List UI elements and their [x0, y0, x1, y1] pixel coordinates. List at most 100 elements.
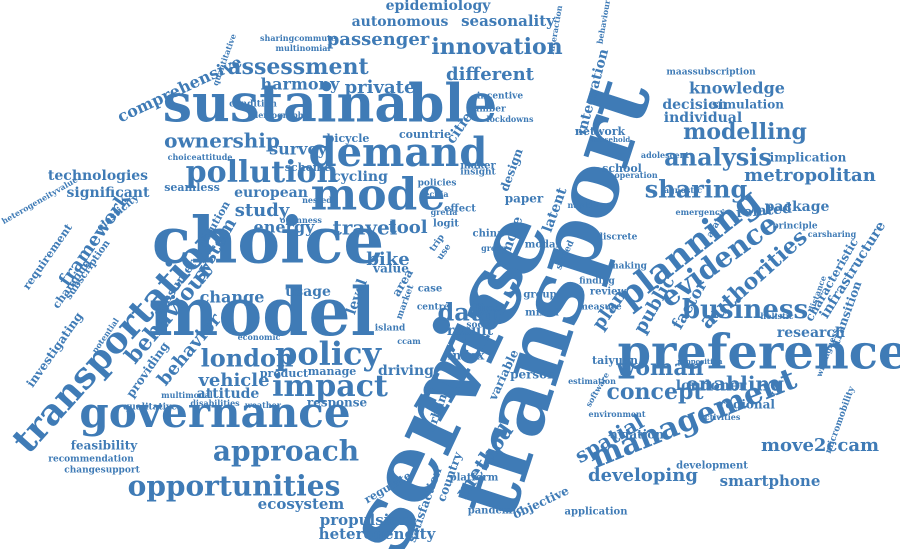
word-condition: condition [229, 100, 277, 110]
word-network: network [575, 125, 626, 138]
word-making: making [609, 262, 648, 272]
word-number: number [466, 105, 506, 115]
word-different: different [446, 64, 535, 85]
word-assessment: assessment [227, 54, 369, 80]
word-epidemiology: epidemiology [386, 0, 492, 14]
word-openness: openness [280, 215, 322, 225]
word-related: related [735, 201, 792, 222]
word-mixed: mixed [525, 308, 559, 319]
word-school: school [602, 162, 642, 175]
word-ccam: ccam [397, 336, 421, 346]
word-gretia: gretia [431, 207, 458, 217]
word-energy: energy [254, 218, 316, 237]
word-multimodal: multimodal [161, 390, 213, 400]
word-impact: impact [272, 369, 388, 404]
word-behavioural: behavioural [594, 0, 613, 45]
word-proposition: proposition [677, 357, 722, 366]
word-survey: survey [269, 140, 328, 159]
word-pandemic: pandemic [468, 506, 523, 517]
word-knowledge: knowledge [689, 79, 785, 98]
word-vehicle: vehicle [197, 370, 269, 391]
word-time: time [475, 304, 500, 315]
word-effect: effect [444, 204, 476, 215]
word-modelling: modelling [683, 119, 807, 145]
word-data: data [438, 298, 497, 327]
word-qualitative: qualitative [123, 403, 177, 413]
word-manage: manage [308, 365, 357, 378]
word-result: result [447, 323, 494, 339]
word-holistic: holistic [760, 311, 793, 321]
word-changesupport: changesupport [64, 466, 140, 476]
word-londoner: londoner [676, 378, 747, 394]
word-cecilia: cecilia [419, 189, 448, 199]
word-response: response [307, 396, 368, 410]
word-business: business [682, 295, 808, 325]
word-economic: economic [238, 332, 281, 342]
word-private: private [345, 77, 416, 98]
word-choiceattitude: choiceattitude [168, 152, 233, 162]
word-cycling: cycling [332, 169, 388, 185]
word-group: group [523, 290, 556, 301]
word-development: development [676, 461, 748, 472]
word-ownership: ownership [164, 129, 280, 153]
word-research: research [777, 325, 845, 341]
word-household: household [590, 135, 631, 144]
word-agnostic: agnostic [664, 185, 702, 195]
word-simulation: simulation [712, 98, 784, 112]
word-sharingcommute: sharingcommute [260, 33, 336, 43]
word-insight: insight [460, 168, 496, 178]
word-choice: choice [152, 204, 384, 279]
word-propulsion: propulsion [320, 511, 411, 529]
word-scheme: scheme [285, 161, 332, 174]
word-recommendation: recommendation [48, 455, 134, 465]
word-disabilities: disabilities [190, 398, 240, 408]
word-index: index [448, 349, 485, 363]
word-european: european [234, 185, 308, 201]
word-taiyuan: taiyuan [592, 354, 638, 367]
word-move2ccam: move2ccam [761, 435, 879, 456]
word-seasonality: seasonality [461, 12, 556, 30]
word-multinomial: multinomial [276, 43, 331, 53]
word-study: study [235, 200, 290, 221]
word-social: social [466, 321, 496, 331]
word-bike: bike [366, 249, 409, 270]
word-island: island [375, 324, 406, 334]
word-ecosystem: ecosystem [258, 495, 345, 513]
word-operation: operation [614, 170, 657, 180]
word-green: green [481, 243, 507, 253]
word-mode: mode [311, 170, 446, 221]
word-package: package [765, 199, 830, 215]
word-attitude: attitude [197, 386, 260, 402]
word-approach: approach [213, 435, 359, 468]
word-woman: woman [615, 355, 703, 381]
word-incentive: incentive [477, 92, 524, 102]
word-bicycle: bicycle [327, 132, 370, 145]
word-individual: individual [664, 110, 742, 126]
word-policy: policy [275, 335, 383, 373]
word-demand: demand [309, 129, 488, 176]
word-finding: finding [579, 277, 615, 287]
word-concept: concept [606, 379, 704, 405]
word-harmony: harmony [261, 75, 341, 94]
word-autonomous: autonomous [352, 14, 449, 30]
word-platform: platform [450, 473, 499, 484]
word-seamless: seamless [164, 181, 220, 194]
word-countrie: countrie [399, 128, 451, 141]
word-environment: environment [588, 409, 645, 419]
word-enabling: enabling [686, 372, 784, 396]
word-technologies: technologies [48, 168, 148, 184]
word-review: review [590, 287, 627, 298]
word-tool: tool [388, 217, 427, 238]
word-usage: usage [285, 284, 331, 300]
word-case: case [418, 284, 443, 295]
word-analysis: analysis [664, 143, 772, 172]
word-activities: activities [700, 412, 741, 422]
word-person: person [510, 368, 556, 382]
word-principle: principle [772, 222, 818, 232]
word-sharing: sharing [645, 175, 748, 204]
word-policies: policies [418, 179, 457, 189]
word-application: application [565, 507, 629, 518]
word-passenger: passenger [327, 29, 430, 50]
word-developing: developing [588, 465, 698, 486]
